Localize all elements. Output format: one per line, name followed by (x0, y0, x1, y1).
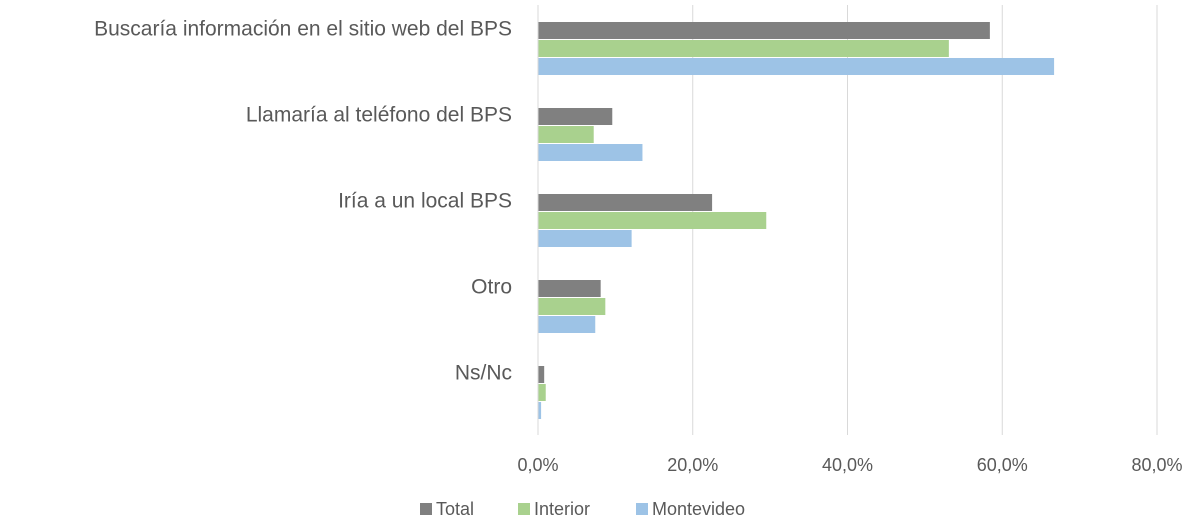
legend-label: Total (436, 499, 474, 519)
bar (538, 230, 632, 247)
y-tick-label: Iría a un local BPS (338, 190, 512, 213)
x-tick-label: 60,0% (977, 455, 1028, 475)
legend-swatch (420, 503, 432, 515)
bar (538, 402, 542, 419)
bar (538, 280, 601, 297)
bar (538, 108, 613, 125)
y-tick-label: Ns/Nc (455, 362, 512, 385)
y-tick-label: Otro (471, 276, 512, 299)
y-tick-label: Buscaría información en el sitio web del… (94, 18, 512, 41)
bar (538, 40, 949, 57)
bar (538, 194, 713, 211)
x-tick-label: 80,0% (1131, 455, 1182, 475)
legend-swatch (636, 503, 648, 515)
legend-label: Montevideo (652, 499, 745, 519)
bar (538, 22, 990, 39)
legend-swatch (518, 503, 530, 515)
bar (538, 298, 606, 315)
x-tick-label: 0,0% (517, 455, 558, 475)
bar (538, 384, 546, 401)
legend-label: Interior (534, 499, 590, 519)
bar (538, 212, 767, 229)
bar (538, 366, 545, 383)
bar (538, 144, 643, 161)
x-tick-label: 40,0% (822, 455, 873, 475)
x-tick-label: 20,0% (667, 455, 718, 475)
y-tick-label: Llamaría al teléfono del BPS (246, 104, 512, 127)
bar (538, 316, 596, 333)
bar (538, 58, 1055, 75)
bar (538, 126, 594, 143)
